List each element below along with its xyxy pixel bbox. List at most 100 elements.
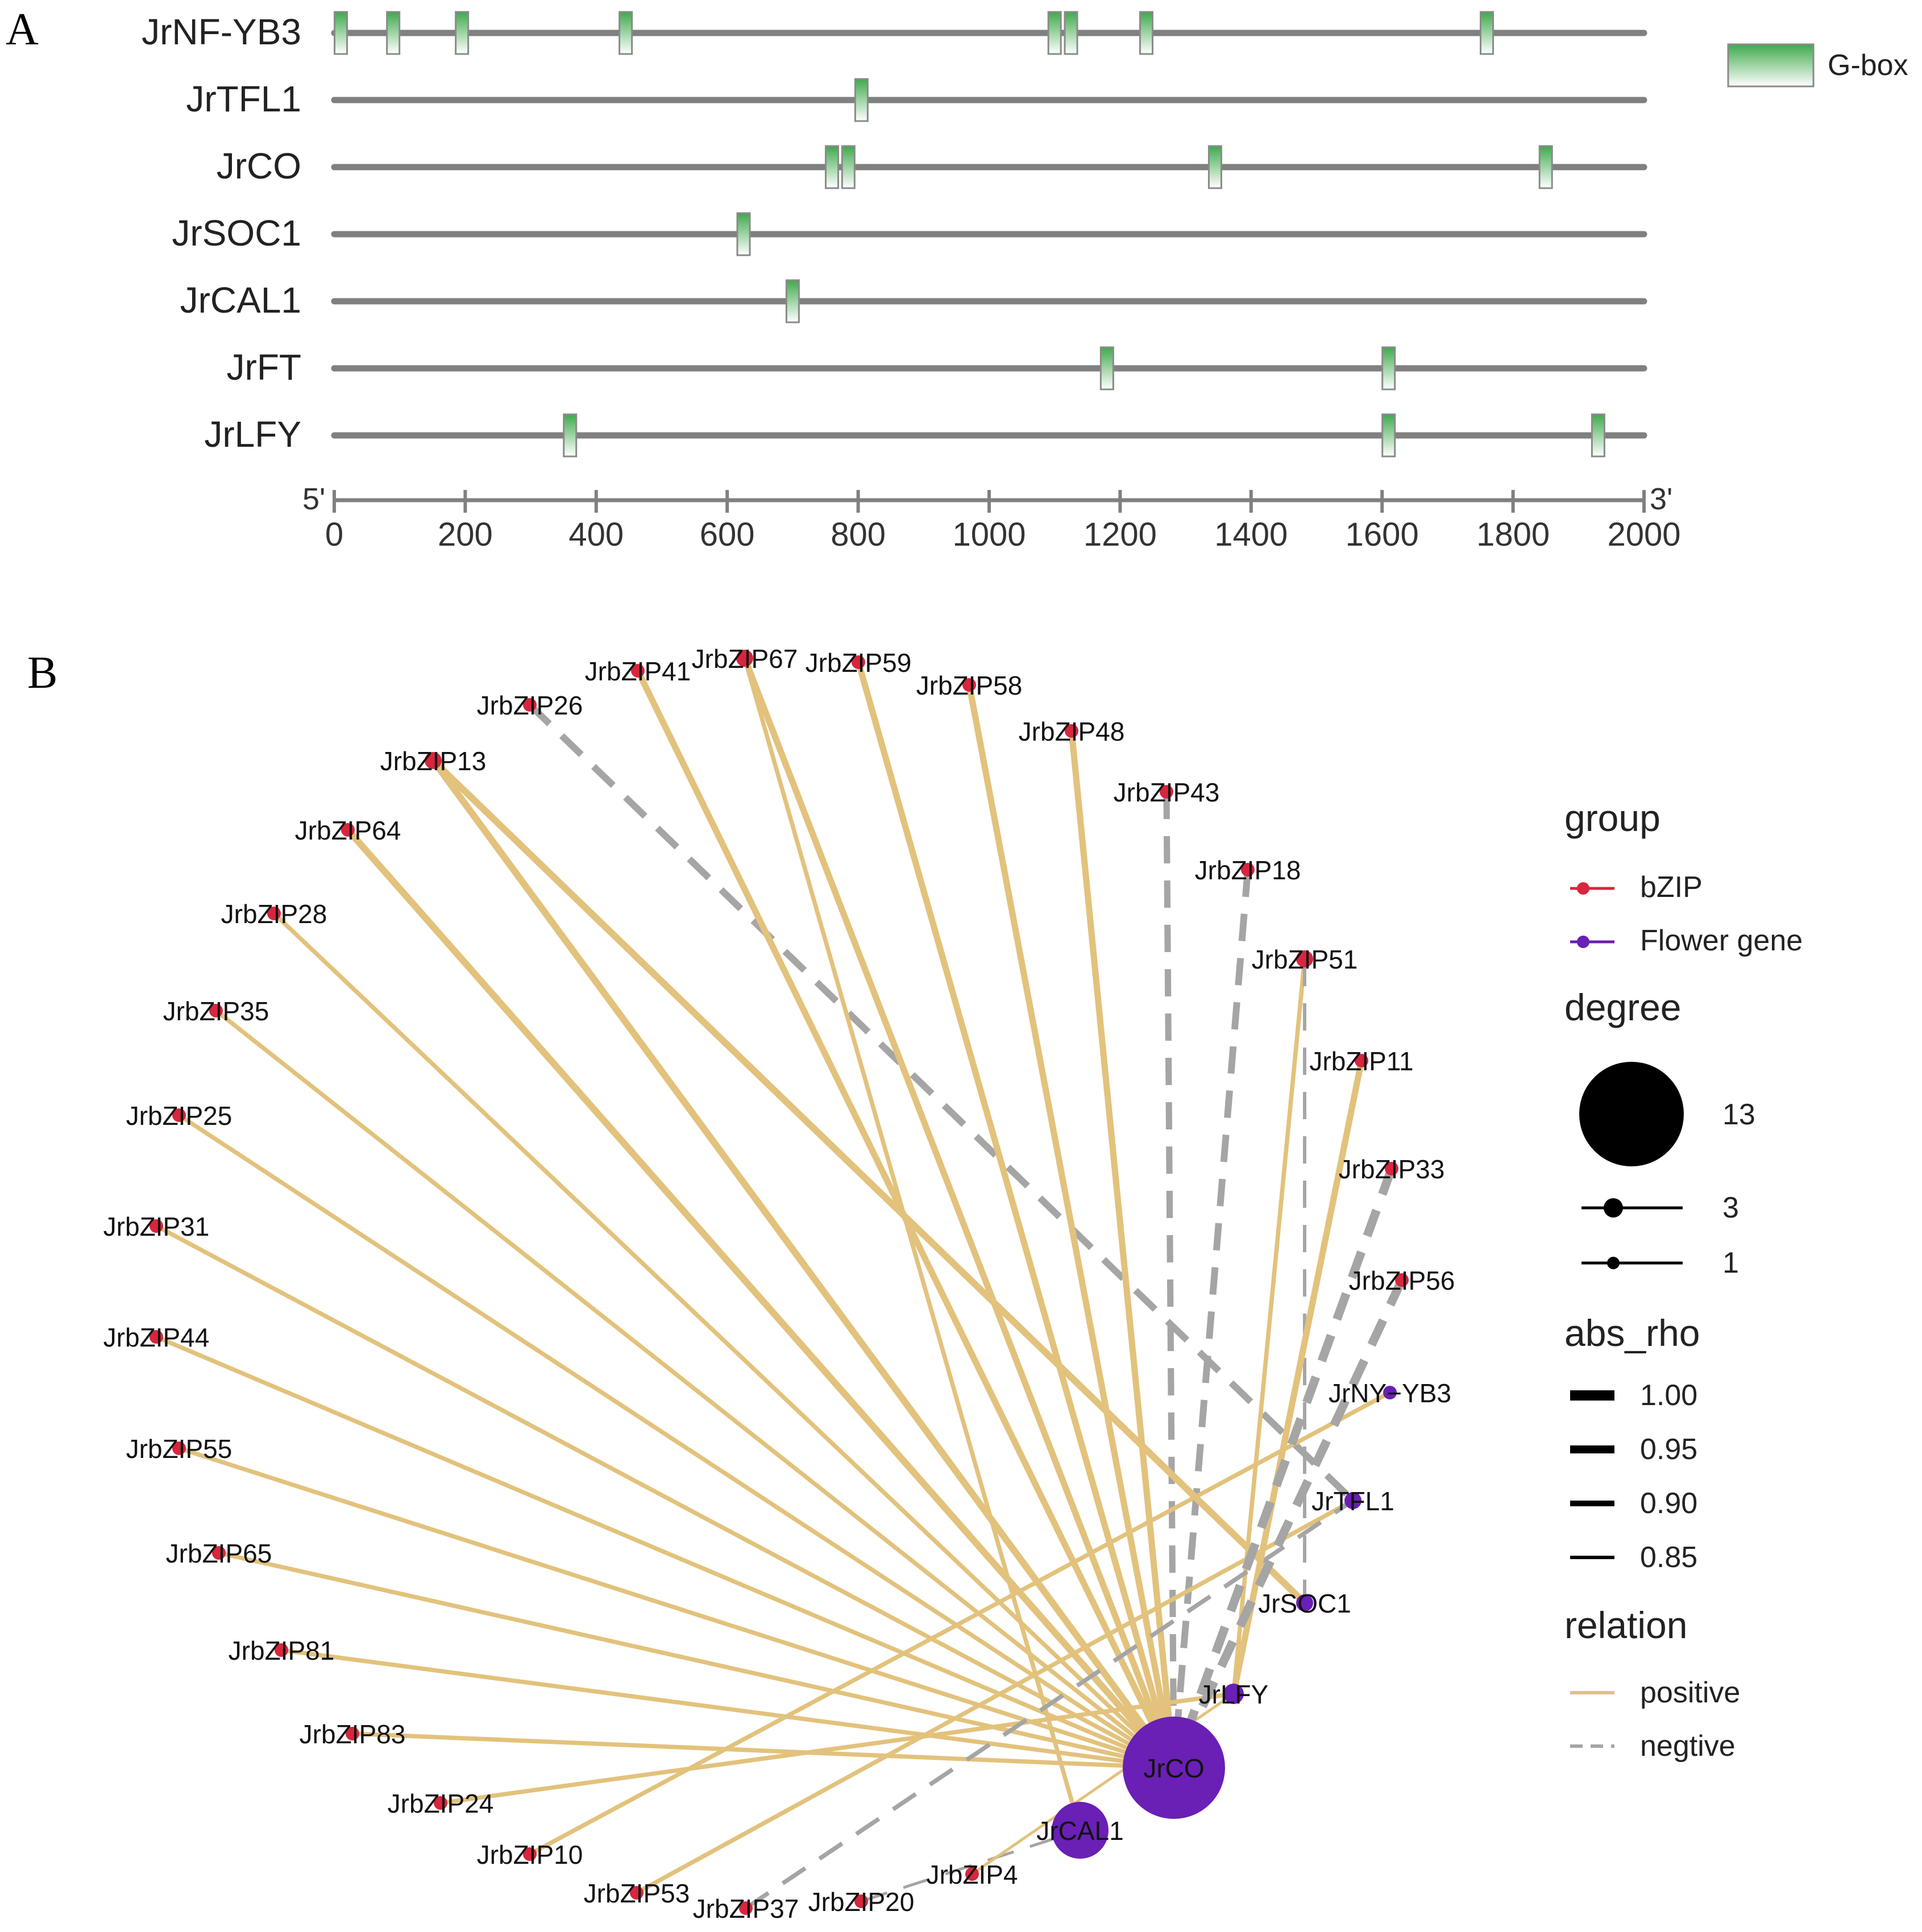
node-jrbzip20: JrbZIP20 [808, 1887, 915, 1917]
legend-degree-circle [1579, 1062, 1684, 1166]
gene-track-jrlfy: JrLFY [204, 413, 1647, 458]
node-circle [1065, 724, 1078, 738]
gene-track-jrtfl1: JrTFL1 [186, 78, 1647, 122]
axis-tick-label: 600 [700, 516, 755, 553]
legend-relation-negtive: negtive [1570, 1730, 1736, 1763]
node-jrbzip58: JrbZIP58 [916, 671, 1023, 700]
gbox-marker [841, 145, 856, 189]
legend-group-title: group [1564, 797, 1661, 839]
axis-tick-label: 1400 [1214, 516, 1288, 553]
legend-degree-1: 1 [1581, 1247, 1739, 1279]
edge-jrbzip55-jrco [178, 1446, 1175, 1770]
node-circle [1223, 1684, 1244, 1704]
legend-degree-circle [1604, 1198, 1623, 1218]
node-label: JrCAL1 [1036, 1816, 1123, 1846]
node-circle [1395, 1273, 1409, 1287]
legend-rho-095: 0.95 [1570, 1433, 1697, 1466]
node-label: JrbZIP48 [1019, 717, 1125, 746]
legend-group-flower-label: Flower gene [1640, 924, 1803, 957]
gene-name-label: JrCO [217, 146, 301, 186]
node-circle [1123, 1717, 1225, 1819]
legend-relation-negtive-label: negtive [1640, 1730, 1736, 1763]
edge-jrbzip18-jrco [1170, 869, 1251, 1768]
axis-tick-label: 1200 [1084, 516, 1157, 553]
axis-tick-label: 200 [438, 516, 493, 553]
edge-jrbzip83-jrco [352, 1731, 1174, 1770]
legend-degree-title: degree [1564, 986, 1682, 1028]
node-circle [736, 650, 753, 667]
node-jrsoc1: JrSOC1 [1258, 1589, 1351, 1618]
edge-jrbzip11-jrlfy [1230, 1060, 1365, 1695]
position-axis: 5' 3' 0 200 400 600 800 1000 1200 1400 1600 1800 2… [302, 482, 1681, 553]
gbox-marker [854, 78, 869, 122]
legend-relation-title: relation [1564, 1604, 1687, 1646]
node-label: JrbZIP64 [295, 816, 401, 845]
edge-jrbzip48-jrco [1068, 730, 1177, 1768]
edge-jrbzip67-jrco [741, 657, 1177, 1769]
gbox-legend: G-box [1727, 43, 1908, 88]
node-label: JrbZIP20 [808, 1887, 915, 1917]
node-jrbzip33: JrbZIP33 [1339, 1154, 1445, 1184]
edge-jrbzip33-jrco [1169, 1167, 1396, 1769]
legend-rho-title: abs_rho [1564, 1312, 1700, 1354]
legend-group-bzip-label: bZIP [1640, 871, 1703, 904]
node-jrbzip67: JrbZIP67 [692, 644, 798, 674]
node-circle [267, 907, 281, 920]
legend-rho-090: 0.90 [1570, 1487, 1697, 1520]
node-jrbzip13: JrbZIP13 [380, 746, 487, 776]
edge-jrbzip81-jrco [281, 1648, 1174, 1770]
legend-degree-1-label: 1 [1722, 1247, 1739, 1279]
network-legend: group bZIP Flower gene degree 13 3 [1564, 797, 1803, 1763]
axis-tick-label: 800 [831, 516, 886, 553]
edge-jrbzip44-jrco [155, 1335, 1175, 1770]
edge-jrbzip35-jrco [214, 1009, 1176, 1769]
node-label: JrbZIP24 [388, 1789, 494, 1818]
node-label: JrbZIP83 [300, 1719, 406, 1749]
node-jrbzip59: JrbZIP59 [806, 648, 912, 678]
legend-group-bzip: bZIP [1570, 871, 1703, 904]
node-circle [630, 1886, 644, 1900]
node-label: JrbZIP31 [103, 1212, 210, 1241]
node-circle [962, 678, 976, 692]
node-label: JrbZIP41 [585, 657, 691, 686]
node-circle [150, 1330, 163, 1344]
gene-track-jrcal1: JrCAL1 [180, 279, 1647, 323]
edge-jrbzip65-jrco [218, 1551, 1174, 1770]
gbox-marker [1538, 145, 1553, 189]
node-circle [1160, 785, 1173, 799]
node-label: JrbZIP67 [692, 644, 798, 674]
edge-jrbzip13-jrco [430, 758, 1177, 1770]
node-label: JrbZIP26 [477, 691, 583, 720]
legend-rho-100-label: 1.00 [1640, 1379, 1697, 1412]
node-label: JrbZIP65 [166, 1539, 272, 1568]
node-jrbzip18: JrbZIP18 [1195, 855, 1301, 885]
node-circle [1241, 863, 1255, 876]
node-circle [150, 1219, 163, 1233]
node-circle [631, 664, 645, 678]
node-label: JrbZIP44 [103, 1323, 210, 1352]
gbox-marker [736, 212, 751, 256]
node-jrbzip26: JrbZIP26 [477, 691, 583, 720]
node-jrbzip37: JrbZIP37 [693, 1894, 799, 1923]
legend-rho-095-label: 0.95 [1640, 1433, 1697, 1466]
node-label: JrbZIP25 [126, 1101, 233, 1131]
node-label: JrbZIP59 [806, 648, 912, 678]
gene-name-label: JrNF-YB3 [142, 11, 301, 52]
node-circle [739, 1901, 753, 1915]
gbox-marker [1591, 413, 1605, 458]
legend-degree-3-label: 3 [1722, 1191, 1739, 1224]
node-label: JrbZIP28 [221, 899, 327, 929]
edge-jrbzip58-jrco [966, 684, 1177, 1769]
panel-b-label: B [27, 648, 57, 698]
node-label: JrbZIP55 [126, 1434, 233, 1464]
edge-jrbzip26-jrtfl1 [527, 702, 1356, 1503]
node-circle [1052, 1802, 1109, 1859]
gbox-marker [455, 11, 470, 55]
node-circle [172, 1441, 186, 1455]
node-circle [1355, 1054, 1368, 1067]
node-jrbzip56: JrbZIP56 [1349, 1266, 1455, 1295]
node-jrco: JrCO [1123, 1717, 1225, 1819]
edge-jrbzip10-jrny-yb3 [529, 1390, 1391, 1856]
gbox-marker [1207, 145, 1222, 189]
